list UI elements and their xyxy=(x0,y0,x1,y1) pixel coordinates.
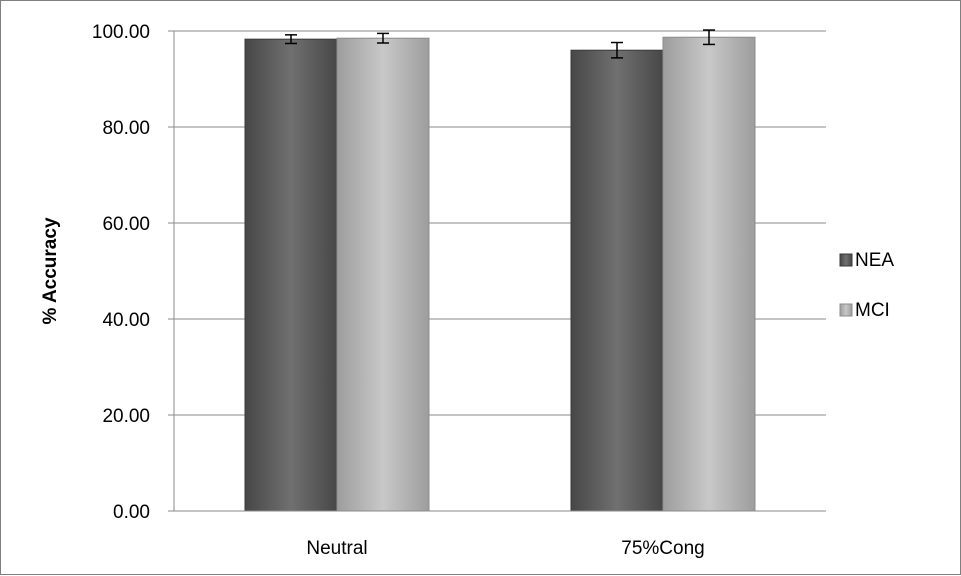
y-tick-label: 100.00 xyxy=(92,22,150,43)
bar-mci-0 xyxy=(336,37,430,512)
bar-mci-1 xyxy=(662,36,756,512)
x-tick-label: 75%Cong xyxy=(621,538,704,559)
bar-nea-1 xyxy=(570,49,664,512)
bars xyxy=(244,36,756,512)
y-axis-title: % Accuracy xyxy=(40,217,61,324)
y-tick-label: 60.00 xyxy=(102,214,150,235)
legend-label-mci: MCI xyxy=(855,300,890,321)
legend-swatch-mci xyxy=(839,303,853,317)
x-tick-label: Neutral xyxy=(306,538,367,559)
y-tick-label: 80.00 xyxy=(102,118,150,139)
error-bars xyxy=(285,29,715,59)
legend-label-nea: NEA xyxy=(855,250,894,271)
legend: NEA MCI xyxy=(839,250,894,321)
legend-swatch-nea xyxy=(839,253,853,267)
y-tick-labels: 0.00 20.00 40.00 60.00 80.00 100.00 xyxy=(92,22,150,523)
y-tick-label: 20.00 xyxy=(102,406,150,427)
bar-nea-0 xyxy=(244,38,338,512)
y-tick-label: 40.00 xyxy=(102,310,150,331)
y-tick-label: 0.00 xyxy=(113,502,150,523)
x-tick-labels: Neutral 75%Cong xyxy=(306,538,704,559)
